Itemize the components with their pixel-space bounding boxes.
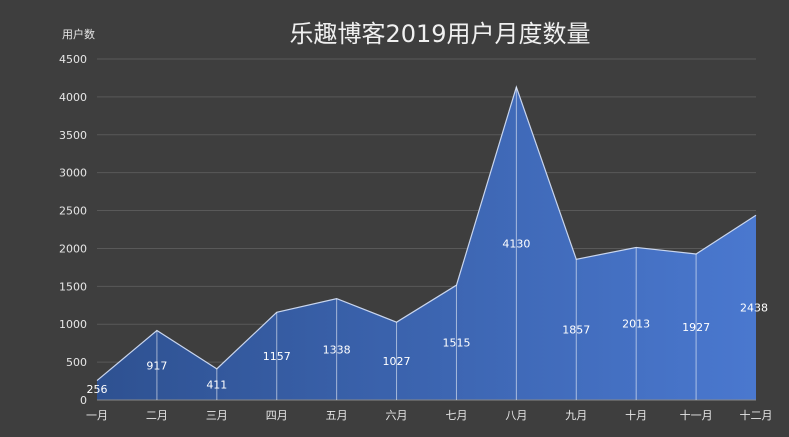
x-tick-label: 三月 xyxy=(206,409,228,422)
series-line xyxy=(96,85,757,382)
x-tick-label: 八月 xyxy=(505,409,527,422)
y-tick-label: 0 xyxy=(80,394,87,407)
y-tick-label: 1500 xyxy=(59,280,87,293)
chart-title: 乐趣博客2019用户月度数量 xyxy=(289,20,590,48)
x-tick-label: 四月 xyxy=(266,409,288,422)
x-tick-label: 十月 xyxy=(625,408,647,422)
drop-lines xyxy=(156,87,697,400)
data-label: 4130 xyxy=(502,238,530,251)
y-tick-label: 2000 xyxy=(59,242,87,255)
y-tick-label: 3000 xyxy=(59,167,87,180)
y-axis-label: 用户数 xyxy=(62,27,95,41)
data-label: 2013 xyxy=(622,318,650,331)
x-tick-label: 九月 xyxy=(565,409,587,422)
data-label: 917 xyxy=(146,359,167,372)
x-tick-label: 十一月 xyxy=(680,408,713,422)
data-label: 1338 xyxy=(323,343,351,356)
data-label: 1027 xyxy=(383,355,411,368)
data-label: 1157 xyxy=(263,350,291,363)
x-tick-label: 六月 xyxy=(386,409,408,422)
x-tick-label: 一月 xyxy=(86,409,108,422)
x-tick-label: 二月 xyxy=(146,409,168,422)
data-label: 1515 xyxy=(442,337,470,350)
y-tick-label: 4000 xyxy=(59,91,87,104)
y-tick-label: 4500 xyxy=(59,53,87,66)
data-label: 256 xyxy=(87,383,108,396)
area-fill xyxy=(97,87,756,400)
y-tick-label: 3500 xyxy=(59,129,87,142)
area-series xyxy=(96,85,757,401)
x-tick-label: 十二月 xyxy=(740,408,773,422)
y-axis-ticks: 0 500 1000 1500 2000 2500 3000 3500 4000 4500 xyxy=(59,53,87,407)
data-label: 1857 xyxy=(562,324,590,337)
data-labels: 256 917 411 1157 1338 1027 1515 4130 1857 2013 192… xyxy=(87,238,769,396)
y-tick-label: 500 xyxy=(66,356,87,369)
x-axis-ticks: 一月 二月 三月 四月 五月 六月 七月 八月 九月 十月 十一月 十二月 xyxy=(86,408,773,422)
data-label: 1927 xyxy=(682,321,710,334)
x-tick-label: 七月 xyxy=(445,409,467,422)
y-tick-label: 2500 xyxy=(59,205,87,218)
data-label: 411 xyxy=(206,378,227,391)
x-tick-label: 五月 xyxy=(326,409,348,422)
grid-lines xyxy=(97,58,756,363)
data-label: 2438 xyxy=(740,302,768,315)
y-tick-label: 1000 xyxy=(59,318,87,331)
